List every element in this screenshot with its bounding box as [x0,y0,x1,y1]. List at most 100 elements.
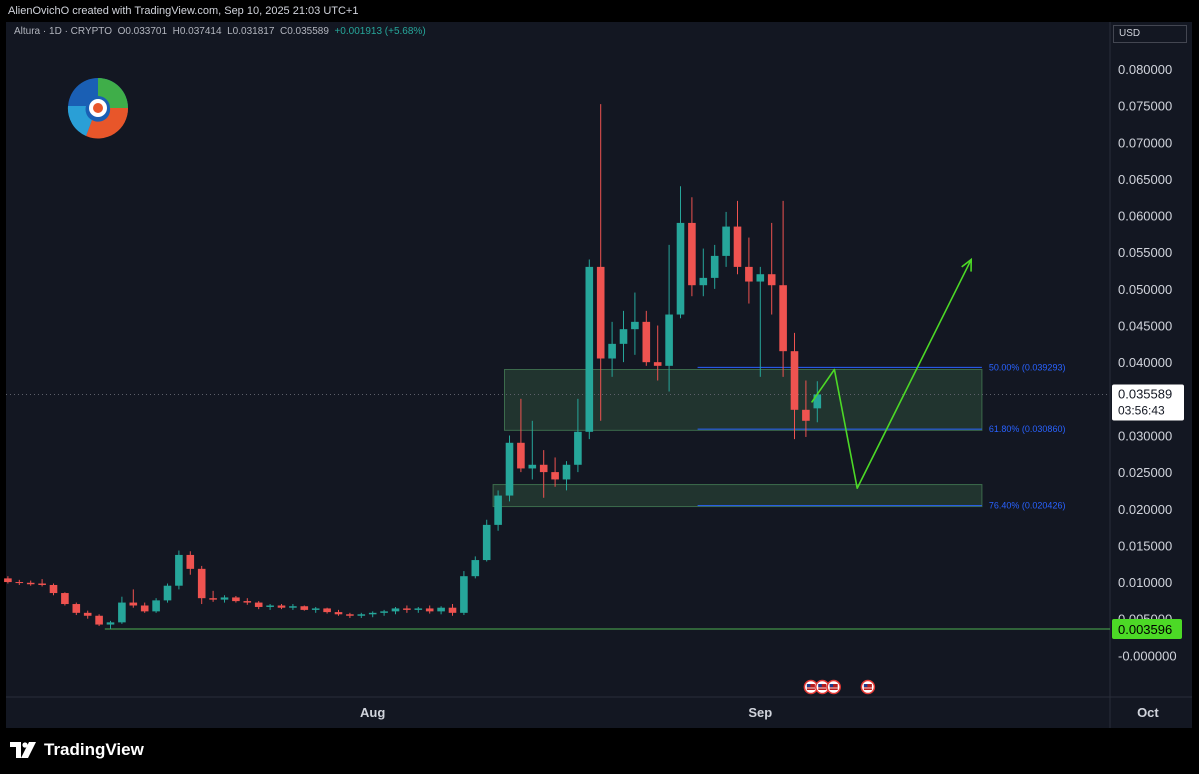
candle[interactable] [653,325,662,381]
candle[interactable] [266,604,274,610]
candle[interactable] [38,579,46,587]
candle[interactable] [642,310,651,366]
candle[interactable] [676,186,685,319]
candle[interactable] [323,607,331,614]
candle-body [733,226,742,267]
candle[interactable] [186,551,195,575]
candle[interactable] [83,610,92,619]
candle[interactable] [163,583,172,603]
candle[interactable] [289,604,297,610]
candle[interactable] [813,381,822,423]
candle[interactable] [790,332,799,440]
candle-body [209,598,217,600]
candle[interactable] [391,606,400,615]
candle[interactable] [220,595,229,603]
economic-event-flag-icon[interactable] [860,679,876,695]
candle[interactable] [277,604,286,610]
candle[interactable] [779,200,787,377]
candle[interactable] [574,398,582,473]
candle[interactable] [140,602,149,613]
candle[interactable] [688,197,696,297]
candle[interactable] [380,609,388,616]
candle-body [471,560,480,577]
candle[interactable] [722,211,730,267]
candle[interactable] [551,457,559,487]
candle[interactable] [197,565,206,605]
candle[interactable] [403,605,411,613]
candle[interactable] [767,222,776,315]
candle[interactable] [562,461,571,491]
economic-event-flag-icon[interactable] [826,679,841,695]
candle[interactable] [106,620,115,629]
candle-body [528,464,537,469]
fib-levels: 50.00% (0.039293) 61.80% (0.030860) 76.40%… [697,362,1065,511]
ohlc-low: L0.031817 [227,26,275,37]
fib-zone-2 [492,484,983,508]
tradingview-brand[interactable]: TradingView [10,739,144,761]
candle[interactable] [49,583,58,596]
candle[interactable] [802,380,810,437]
candle[interactable] [505,435,514,502]
candle[interactable] [368,611,377,618]
candle[interactable] [346,612,354,618]
y-tick-label: 0.045000 [1118,319,1172,334]
x-tick-label: Oct [1137,705,1159,720]
candle-body [95,615,103,625]
candle[interactable] [745,237,753,304]
y-tick-label: -0.000000 [1118,648,1177,663]
candle[interactable] [756,266,765,377]
candle[interactable] [631,292,639,355]
candle[interactable] [710,244,719,289]
candle[interactable] [232,595,240,603]
candle[interactable] [585,259,594,440]
candle-body [334,612,343,615]
candle-body [585,266,594,432]
candle[interactable] [482,519,491,562]
candle-body [232,597,240,602]
candle[interactable] [619,310,628,363]
candle[interactable] [334,609,343,616]
candle[interactable] [254,601,263,610]
candle[interactable] [460,571,468,616]
candle[interactable] [209,590,217,602]
candle[interactable] [608,321,616,377]
candle[interactable] [72,602,81,616]
candle[interactable] [152,598,160,613]
candle-body [517,442,525,469]
price-axis: 0.080000 0.075000 0.070000 0.065000 0.060000… [1118,62,1177,663]
currency-selector[interactable]: USD [1113,25,1187,43]
candle[interactable] [517,398,525,473]
candle[interactable] [311,606,320,613]
candle-body [813,394,822,409]
candle[interactable] [733,200,742,275]
candle[interactable] [665,244,673,392]
candle-body [197,568,206,599]
candle[interactable] [448,604,457,616]
candle[interactable] [539,450,548,498]
support-price-value: 0.003596 [1118,622,1172,637]
candle[interactable] [528,420,537,480]
candle[interactable] [494,490,502,531]
candle[interactable] [243,598,252,605]
candle[interactable] [4,576,12,584]
candle[interactable] [699,248,708,297]
candle[interactable] [414,606,423,613]
symbol-legend: Altura · 1D · CRYPTO O0.033701 H0.037414… [14,26,426,37]
candle[interactable] [175,550,183,590]
candle[interactable] [471,556,480,579]
candle[interactable] [129,589,138,608]
candle[interactable] [596,104,605,421]
candle[interactable] [118,596,126,624]
candle-body [391,608,400,612]
candle[interactable] [300,605,309,611]
current-price-badge: 0.035589 03:56:43 [1112,384,1184,421]
candle[interactable] [26,580,35,586]
candle[interactable] [95,614,103,627]
candle[interactable] [437,606,445,615]
candle[interactable] [15,579,24,585]
candle[interactable] [61,592,69,606]
candle[interactable] [357,612,366,618]
tradingview-wordmark: TradingView [44,740,144,759]
candle[interactable] [425,605,434,614]
